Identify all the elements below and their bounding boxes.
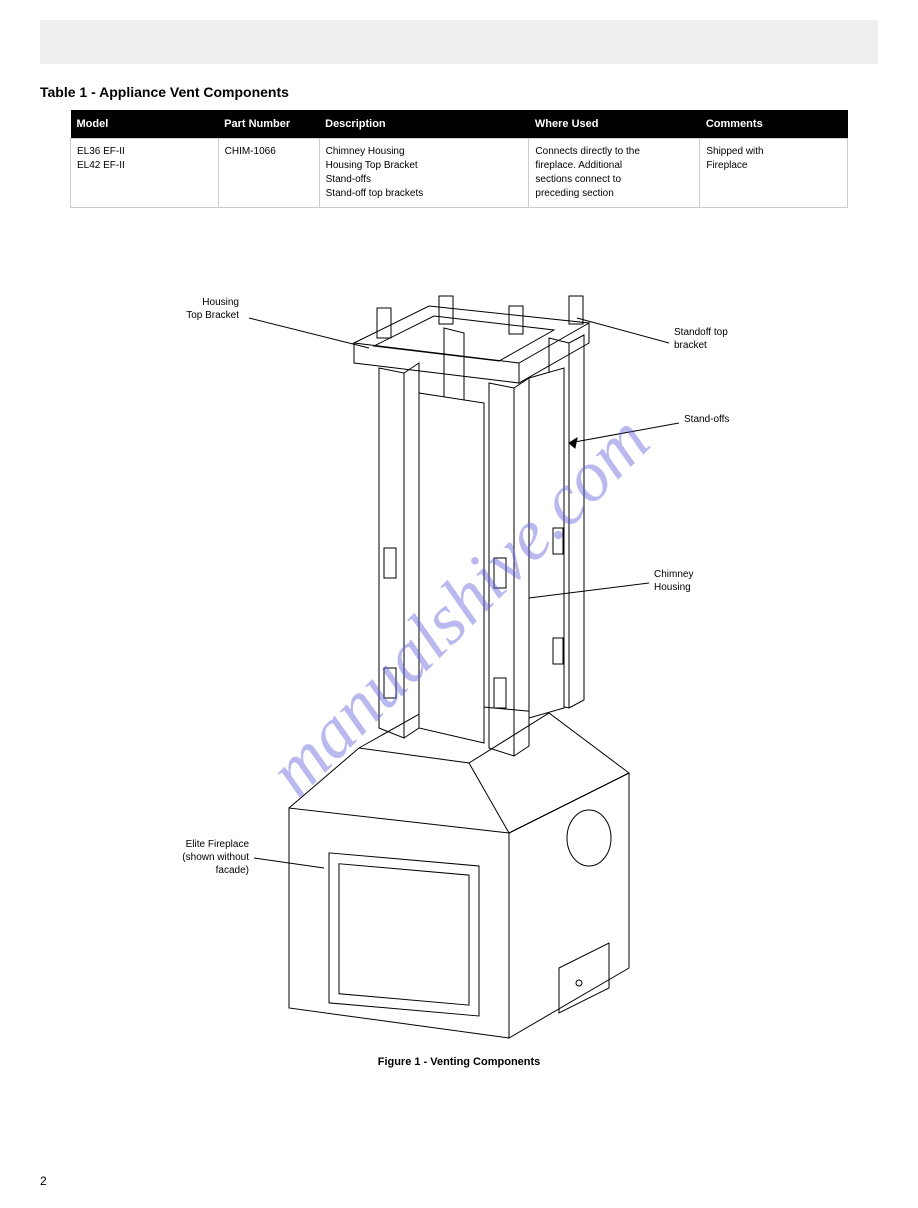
cell-where: Connects directly to thefireplace. Addit…	[529, 139, 700, 208]
venting-diagram	[159, 248, 759, 1048]
col-header-comments: Comments	[700, 110, 848, 139]
cell-comments: Shipped withFireplace	[700, 139, 848, 208]
callout-housing-top: HousingTop Bracket	[129, 296, 239, 322]
callout-standoff-top: Standoff topbracket	[674, 326, 728, 352]
page-header	[40, 20, 878, 64]
callout-elite-fireplace: Elite Fireplace(shown withoutfacade)	[129, 838, 249, 877]
section-title: Table 1 - Appliance Vent Components	[40, 84, 878, 100]
cell-part: CHIM-1066	[218, 139, 319, 208]
cell-model: EL36 EF-IIEL42 EF-II	[71, 139, 219, 208]
page-number: 2	[40, 1174, 47, 1188]
vent-components-table: Model Part Number Description Where Used…	[70, 110, 848, 208]
col-header-where: Where Used	[529, 110, 700, 139]
callout-chimney-housing: ChimneyHousing	[654, 568, 693, 594]
cell-desc: Chimney HousingHousing Top BracketStand-…	[319, 139, 529, 208]
figure-container: HousingTop Bracket Standoff topbracket S…	[159, 248, 759, 1048]
col-header-part: Part Number	[218, 110, 319, 139]
col-header-model: Model	[71, 110, 219, 139]
table-row: EL36 EF-IIEL42 EF-II CHIM-1066 Chimney H…	[71, 139, 848, 208]
figure-caption: Figure 1 - Venting Components	[0, 1056, 918, 1068]
col-header-desc: Description	[319, 110, 529, 139]
callout-standoffs: Stand-offs	[684, 413, 729, 426]
